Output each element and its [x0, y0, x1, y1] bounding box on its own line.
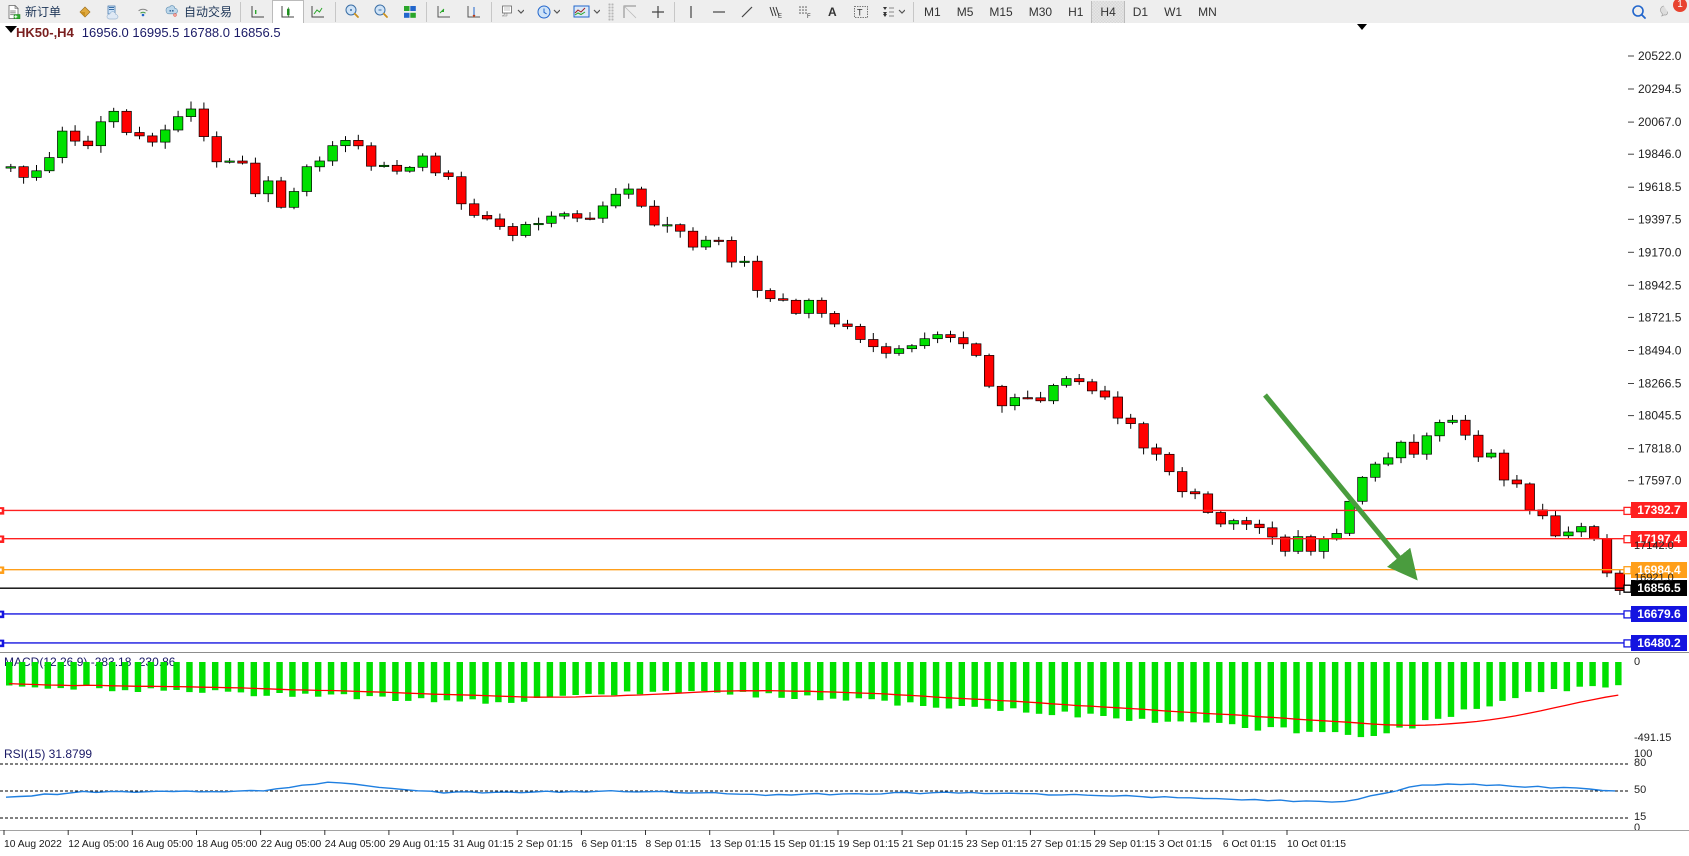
- svg-text:29 Sep 01:15: 29 Sep 01:15: [1095, 839, 1157, 850]
- svg-text:16 Aug 05:00: 16 Aug 05:00: [132, 839, 193, 850]
- svg-text:19618.5: 19618.5: [1638, 180, 1682, 194]
- svg-text:13 Sep 01:15: 13 Sep 01:15: [710, 839, 772, 850]
- svg-text:20522.0: 20522.0: [1638, 49, 1682, 63]
- svg-text:24 Aug 05:00: 24 Aug 05:00: [325, 839, 386, 850]
- svg-text:27 Sep 01:15: 27 Sep 01:15: [1030, 839, 1092, 850]
- svg-text:T: T: [857, 7, 863, 17]
- svg-text:31 Aug 01:15: 31 Aug 01:15: [453, 839, 514, 850]
- svg-text:20067.0: 20067.0: [1638, 115, 1682, 129]
- svg-text:22 Aug 05:00: 22 Aug 05:00: [261, 839, 322, 850]
- svg-text:17818.0: 17818.0: [1638, 442, 1682, 456]
- svg-text:8 Sep 01:15: 8 Sep 01:15: [646, 839, 702, 850]
- svg-text:F: F: [807, 14, 811, 20]
- svg-text:19397.5: 19397.5: [1638, 212, 1682, 226]
- svg-text:6 Oct 01:15: 6 Oct 01:15: [1223, 839, 1277, 850]
- svg-text:A: A: [828, 5, 837, 19]
- svg-text:RSI(15) 31.8799: RSI(15) 31.8799: [4, 747, 92, 761]
- svg-text:10 Aug 2022: 10 Aug 2022: [4, 839, 62, 850]
- svg-text:18266.5: 18266.5: [1638, 377, 1682, 391]
- svg-text:20294.5: 20294.5: [1638, 82, 1682, 96]
- svg-text:15 Sep 01:15: 15 Sep 01:15: [774, 839, 836, 850]
- svg-text:17597.0: 17597.0: [1638, 474, 1682, 488]
- svg-text:18 Aug 05:00: 18 Aug 05:00: [197, 839, 258, 850]
- svg-text:10 Oct 01:15: 10 Oct 01:15: [1287, 839, 1346, 850]
- svg-text:18942.5: 18942.5: [1638, 278, 1682, 292]
- svg-text:18045.5: 18045.5: [1638, 409, 1682, 423]
- svg-text:21 Sep 01:15: 21 Sep 01:15: [902, 839, 964, 850]
- svg-text:29 Aug 01:15: 29 Aug 01:15: [389, 839, 450, 850]
- svg-text:12 Aug 05:00: 12 Aug 05:00: [68, 839, 129, 850]
- svg-text:6 Sep 01:15: 6 Sep 01:15: [581, 839, 637, 850]
- svg-text:19846.0: 19846.0: [1638, 147, 1682, 161]
- svg-text:23 Sep 01:15: 23 Sep 01:15: [966, 839, 1028, 850]
- svg-text:19 Sep 01:15: 19 Sep 01:15: [838, 839, 900, 850]
- svg-text:18721.5: 18721.5: [1638, 310, 1682, 324]
- svg-text:19170.0: 19170.0: [1638, 245, 1682, 259]
- svg-text:E: E: [778, 14, 782, 20]
- svg-text:3 Oct 01:15: 3 Oct 01:15: [1159, 839, 1213, 850]
- svg-text:18494.0: 18494.0: [1638, 344, 1682, 358]
- svg-text:2 Sep 01:15: 2 Sep 01:15: [517, 839, 573, 850]
